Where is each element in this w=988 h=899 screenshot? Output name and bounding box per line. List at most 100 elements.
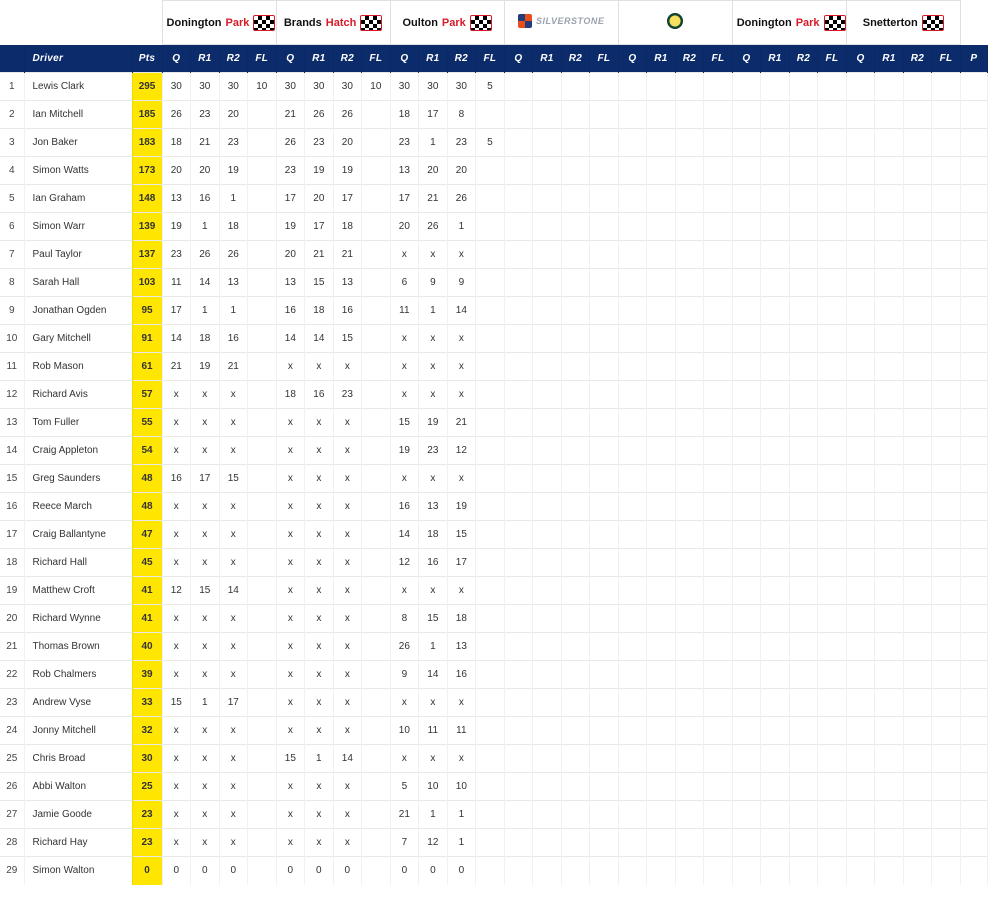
cell-pts: 55: [132, 409, 162, 437]
cell-result: [647, 129, 676, 157]
cell-result: x: [162, 717, 191, 745]
col-header-pts[interactable]: Pts: [132, 45, 162, 73]
cell-result: x: [276, 633, 305, 661]
cell-driver: Ian Graham: [24, 185, 132, 213]
cell-result: 30: [333, 73, 362, 101]
venue-header: BrandsHatch: [276, 1, 390, 45]
cell-result: [362, 465, 391, 493]
cell-result: [761, 773, 790, 801]
cell-result: [647, 73, 676, 101]
cell-result: [504, 549, 533, 577]
cell-result: 13: [276, 269, 305, 297]
col-header-fl[interactable]: FL: [590, 45, 619, 73]
cell-result: [362, 605, 391, 633]
col-header-q[interactable]: Q: [276, 45, 305, 73]
cell-result: [704, 661, 733, 689]
table-row: 17Craig Ballantyne47xxxxxx141815: [0, 521, 988, 549]
col-header-r1[interactable]: R1: [419, 45, 448, 73]
col-header-driver[interactable]: Driver: [24, 45, 132, 73]
col-header-r1[interactable]: R1: [761, 45, 790, 73]
cell-result: [362, 381, 391, 409]
col-header-r2[interactable]: R2: [903, 45, 932, 73]
cell-result: x: [390, 465, 419, 493]
col-header-q[interactable]: Q: [618, 45, 647, 73]
col-header-r2[interactable]: R2: [675, 45, 704, 73]
table-row: 6Simon Warr1391911819171820261: [0, 213, 988, 241]
col-header-fl[interactable]: FL: [362, 45, 391, 73]
cell-result: 30: [219, 73, 248, 101]
cell-result: [476, 745, 505, 773]
cell-result: [533, 437, 562, 465]
cell-result: [647, 633, 676, 661]
cell-result: [533, 801, 562, 829]
cell-result: [248, 857, 277, 885]
cell-result: [789, 717, 818, 745]
cell-result: [675, 465, 704, 493]
venue-header: DoningtonPark: [732, 1, 846, 45]
cell-result: 30: [191, 73, 220, 101]
cell-result: x: [191, 549, 220, 577]
cell-pts: 139: [132, 213, 162, 241]
cell-result: [875, 297, 904, 325]
cell-result: 20: [305, 185, 334, 213]
cell-result: [248, 185, 277, 213]
col-header-r1[interactable]: R1: [191, 45, 220, 73]
col-header-q[interactable]: Q: [162, 45, 191, 73]
col-header-r2[interactable]: R2: [219, 45, 248, 73]
cell-p: [960, 241, 987, 269]
cell-result: [875, 857, 904, 885]
col-header-q[interactable]: Q: [732, 45, 761, 73]
cell-result: [647, 213, 676, 241]
cell-result: 1: [419, 633, 448, 661]
cell-result: [504, 157, 533, 185]
cell-result: [590, 213, 619, 241]
cell-result: x: [191, 801, 220, 829]
col-header-r2[interactable]: R2: [561, 45, 590, 73]
col-header-q[interactable]: Q: [390, 45, 419, 73]
cell-result: [675, 829, 704, 857]
col-header-fl[interactable]: FL: [704, 45, 733, 73]
cell-result: [590, 129, 619, 157]
cell-result: [248, 101, 277, 129]
cell-result: x: [276, 437, 305, 465]
cell-result: 20: [390, 213, 419, 241]
cell-driver: Richard Hall: [24, 549, 132, 577]
cell-result: [476, 521, 505, 549]
cell-result: 16: [219, 325, 248, 353]
cell-result: [561, 857, 590, 885]
col-header-q[interactable]: Q: [846, 45, 875, 73]
col-header-fl[interactable]: FL: [476, 45, 505, 73]
cell-p: [960, 549, 987, 577]
col-header-fl[interactable]: FL: [818, 45, 847, 73]
col-header-r2[interactable]: R2: [789, 45, 818, 73]
cell-result: [818, 633, 847, 661]
cell-result: [761, 129, 790, 157]
col-header-fl[interactable]: FL: [248, 45, 277, 73]
col-header-p[interactable]: P: [960, 45, 987, 73]
col-header-r2[interactable]: R2: [333, 45, 362, 73]
cell-result: [590, 409, 619, 437]
col-header-r1[interactable]: R1: [647, 45, 676, 73]
col-header-r2[interactable]: R2: [447, 45, 476, 73]
cell-pos: 3: [0, 129, 24, 157]
col-header-r1[interactable]: R1: [305, 45, 334, 73]
cell-result: [533, 157, 562, 185]
cell-result: 16: [191, 185, 220, 213]
col-header-q[interactable]: Q: [504, 45, 533, 73]
cell-result: 17: [447, 549, 476, 577]
cell-result: x: [305, 717, 334, 745]
cell-result: 17: [305, 213, 334, 241]
cell-result: [504, 633, 533, 661]
cell-result: 14: [219, 577, 248, 605]
cell-result: 17: [162, 297, 191, 325]
table-row: 28Richard Hay23xxxxxx7121: [0, 829, 988, 857]
col-header-pos[interactable]: [0, 45, 24, 73]
cell-result: [789, 521, 818, 549]
cell-result: [618, 353, 647, 381]
col-header-fl[interactable]: FL: [932, 45, 961, 73]
col-header-r1[interactable]: R1: [533, 45, 562, 73]
cell-result: [248, 493, 277, 521]
col-header-r1[interactable]: R1: [875, 45, 904, 73]
cell-result: [647, 717, 676, 745]
cell-result: 16: [419, 549, 448, 577]
